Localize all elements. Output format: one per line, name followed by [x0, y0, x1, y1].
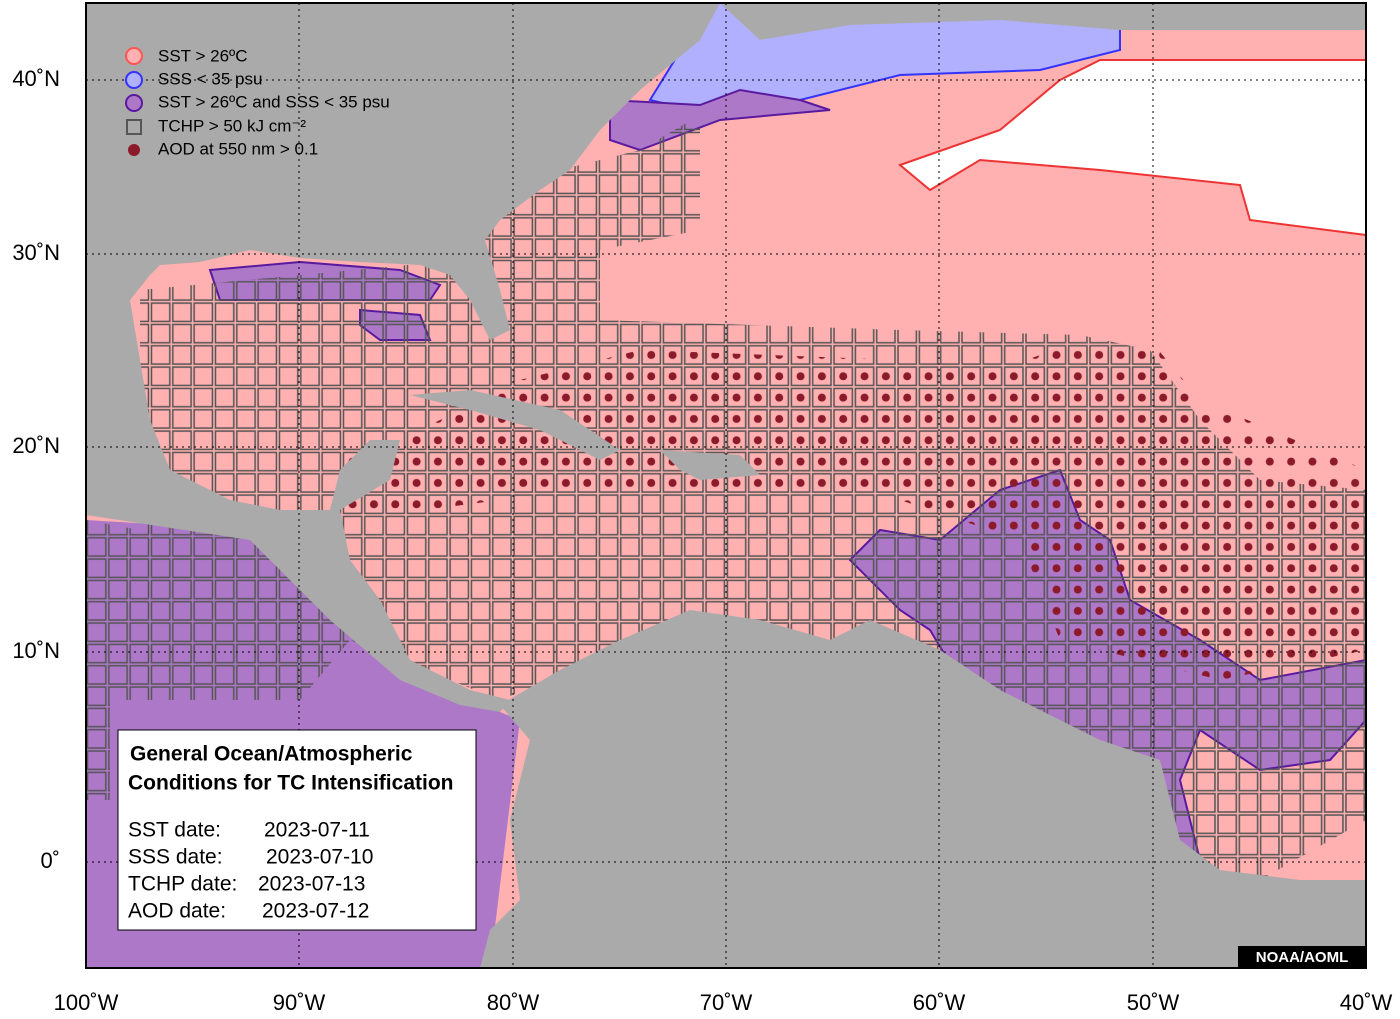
lon-label: 40˚W: [1340, 990, 1393, 1015]
lat-label: 30˚N: [12, 240, 60, 265]
date-value: 2023-07-11: [264, 819, 370, 842]
date-label: SST date:: [128, 819, 221, 842]
date-value: 2023-07-10: [266, 846, 373, 869]
map-area: [86, 3, 1366, 968]
lon-label: 100˚W: [54, 990, 119, 1015]
credit: NOAA/AOML: [1256, 949, 1349, 966]
legend-label: SST > 26ºC and SSS < 35 psu: [158, 92, 390, 111]
tchp-region: [86, 115, 1366, 880]
coast-both: [609, 88, 831, 152]
lon-label: 80˚W: [487, 990, 540, 1015]
legend: SST > 26ºC SSS < 35 psu SST > 26ºC and S…: [125, 46, 390, 158]
lon-label: 70˚W: [700, 990, 753, 1015]
land-hispaniola: [660, 450, 760, 480]
land-cuba: [410, 390, 620, 460]
land-north-america: [86, 3, 720, 712]
date-value: 2023-07-13: [258, 873, 365, 896]
ocean-cool: [898, 59, 1366, 237]
lat-label: 40˚N: [12, 66, 60, 91]
legend-label: TCHP > 50 kJ cm⁻²: [158, 116, 306, 135]
date-label: SSS date:: [128, 846, 223, 869]
lat-label: 0˚: [40, 848, 60, 873]
date-label: AOD date:: [128, 900, 226, 923]
axis-labels: 100˚W 90˚W 80˚W 70˚W 60˚W 50˚W 40˚W 40˚N…: [12, 66, 1392, 1015]
lon-label: 90˚W: [273, 990, 326, 1015]
land-south-america: [480, 610, 1366, 968]
info-box: General Ocean/Atmospheric Conditions for…: [117, 729, 477, 931]
info-title: Conditions for TC Intensification: [128, 772, 453, 795]
lat-label: 10˚N: [12, 638, 60, 663]
lon-label: 50˚W: [1127, 990, 1180, 1015]
credit-bg: [1238, 946, 1366, 968]
date-label: TCHP date:: [128, 873, 237, 896]
lat-label: 20˚N: [12, 433, 60, 458]
legend-label: SSS < 35 psu: [158, 69, 262, 88]
date-value: 2023-07-12: [262, 900, 369, 923]
map-frame: [85, 2, 1367, 969]
info-title: General Ocean/Atmospheric: [130, 743, 413, 766]
lon-label: 60˚W: [913, 990, 966, 1015]
legend-label: SST > 26ºC: [158, 46, 248, 65]
land-europe-canada: [720, 3, 1366, 40]
aod-region: [330, 340, 1366, 680]
legend-label: AOD at 550 nm > 0.1: [158, 139, 318, 158]
